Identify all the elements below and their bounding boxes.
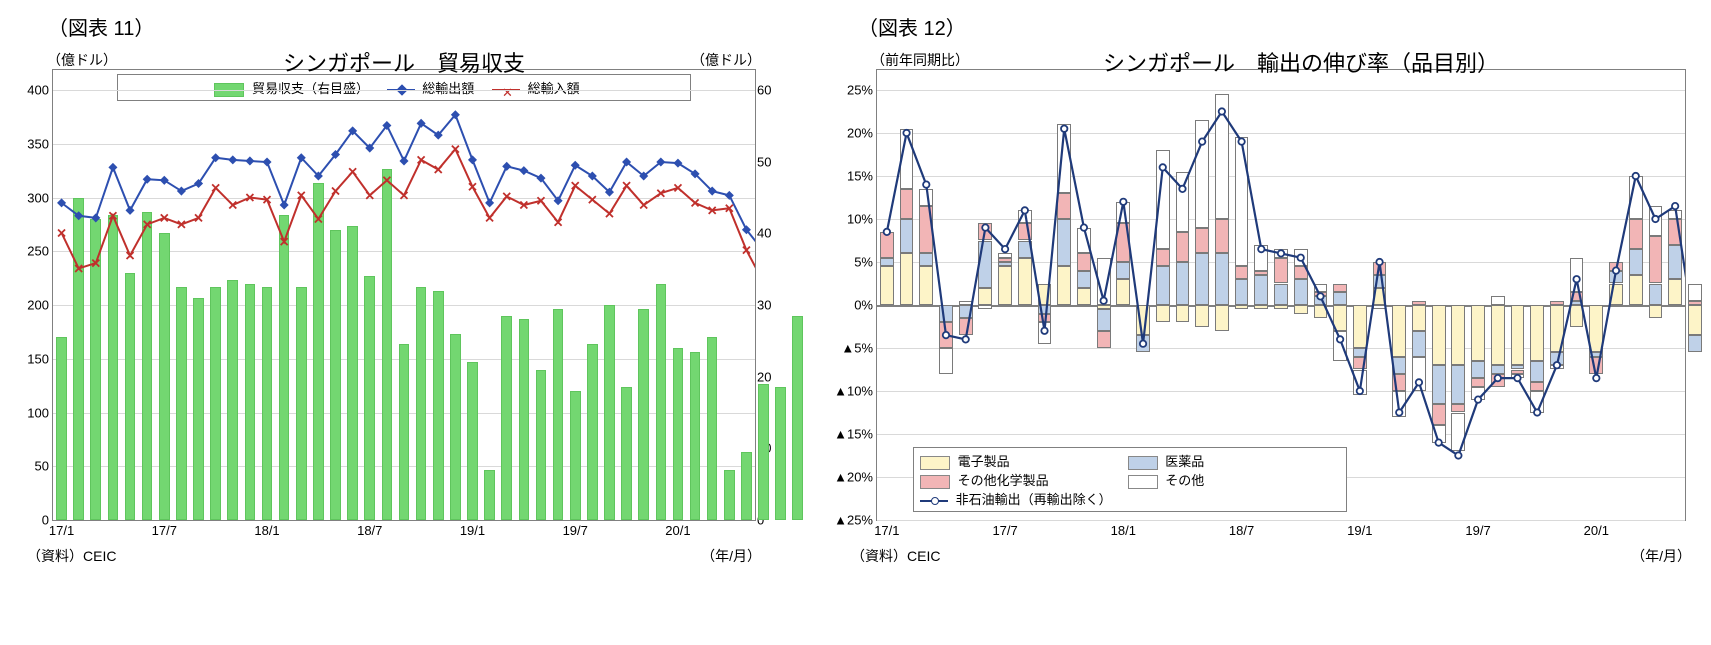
fig11-balance-bar (792, 316, 803, 520)
fig12-y-tick: ▲10% (829, 384, 873, 399)
fig11-yl-tick: 50 (17, 459, 49, 474)
fig11-x-tick: 19/1 (460, 523, 485, 538)
fig11-yr-tick: 50 (757, 154, 781, 169)
fig11-yl-tick: 250 (17, 244, 49, 259)
fig12-x-tick: 17/1 (874, 523, 899, 538)
fig11-x-tick: 18/7 (357, 523, 382, 538)
fig12-seg-e (1688, 305, 1702, 335)
fig11-yl-tick: 200 (17, 298, 49, 313)
fig11-yl-tick: 0 (17, 513, 49, 528)
fig11-balance-bar (775, 387, 786, 520)
fig12-y-tick: 10% (829, 212, 873, 227)
fig12-legend-line-label: 非石油輸出（再輸出除く） (956, 492, 1112, 507)
fig12-seg-o (1688, 284, 1702, 301)
fig12-seg-p (1688, 335, 1702, 352)
fig12-legend-line: 非石油輸出（再輸出除く） (920, 489, 1112, 508)
fig11-yr-tick: 30 (757, 298, 781, 313)
fig11-balance-bar (758, 384, 769, 520)
fig11-yl-tick: 350 (17, 136, 49, 151)
fig11-source: （資料）CEIC (27, 546, 116, 566)
fig11-x-tick: 17/7 (152, 523, 177, 538)
fig12-legend: 電子製品 医薬品 その他化学製品 その他 (913, 447, 1347, 512)
fig11-xunit: （年/月） (701, 546, 761, 566)
fig12-y-tick: ▲25% (829, 513, 873, 528)
fig11-yl-tick: 150 (17, 351, 49, 366)
fig12-legend-elec: 電子製品 (920, 451, 1110, 470)
fig12-y-tick: 5% (829, 255, 873, 270)
figure-11-label: （図表 11） (48, 12, 790, 41)
figure-12-plot: （前年同期比） シンガポール 輸出の伸び率（品目別） ▲25%▲20%▲15%▲… (876, 69, 1686, 521)
fig11-x-tick: 20/1 (665, 523, 690, 538)
fig12-y-tick: ▲15% (829, 427, 873, 442)
fig11-yl-tick: 100 (17, 405, 49, 420)
fig12-y-tick: 15% (829, 169, 873, 184)
fig12-y-tick: 0% (829, 298, 873, 313)
fig11-yr-tick: 40 (757, 226, 781, 241)
fig11-lines-svg (53, 70, 755, 520)
fig12-legend-pharma: 医薬品 (1128, 451, 1205, 470)
fig12-source: （資料）CEIC (851, 546, 940, 566)
fig12-x-tick: 17/7 (992, 523, 1017, 538)
fig12-x-tick: 19/1 (1347, 523, 1372, 538)
figure-12-label: （図表 12） (858, 12, 1711, 41)
fig12-y-tick: ▲20% (829, 470, 873, 485)
fig12-stacked-bar (1688, 90, 1702, 520)
fig12-y-tick: ▲5% (829, 341, 873, 356)
fig12-x-tick: 18/1 (1111, 523, 1136, 538)
fig11-yl-tick: 400 (17, 83, 49, 98)
fig12-legend-chem: その他化学製品 (920, 470, 1110, 489)
fig12-y-tick: 20% (829, 126, 873, 141)
fig12-seg-c (1688, 301, 1702, 305)
fig12-x-tick: 19/7 (1465, 523, 1490, 538)
fig12-legend-pharma-label: 医薬品 (1165, 454, 1204, 469)
fig11-yr-tick: 20 (757, 369, 781, 384)
fig11-yr-tick: 60 (757, 83, 781, 98)
fig11-x-tick: 17/1 (49, 523, 74, 538)
fig12-xunit: （年/月） (1631, 546, 1691, 566)
fig12-x-tick: 20/1 (1584, 523, 1609, 538)
fig11-x-tick: 19/7 (563, 523, 588, 538)
fig12-legend-chem-label: その他化学製品 (958, 473, 1049, 488)
fig12-legend-other-label: その他 (1165, 473, 1204, 488)
fig12-y-tick: 25% (829, 83, 873, 98)
figure-12-panel: （図表 12） （前年同期比） シンガポール 輸出の伸び率（品目別） ▲25%▲… (820, 10, 1711, 575)
figure-11-panel: （図表 11） （億ドル） （億ドル） シンガポール 貿易収支 貿易収支（右目盛… (10, 10, 790, 575)
fig11-yl-tick: 300 (17, 190, 49, 205)
figure-11-plot: （億ドル） （億ドル） シンガポール 貿易収支 貿易収支（右目盛） 総輸出額 ✕… (52, 69, 756, 521)
fig11-x-tick: 18/1 (254, 523, 279, 538)
fig12-legend-elec-label: 電子製品 (958, 454, 1010, 469)
fig12-x-tick: 18/7 (1229, 523, 1254, 538)
fig12-legend-other: その他 (1128, 470, 1205, 489)
